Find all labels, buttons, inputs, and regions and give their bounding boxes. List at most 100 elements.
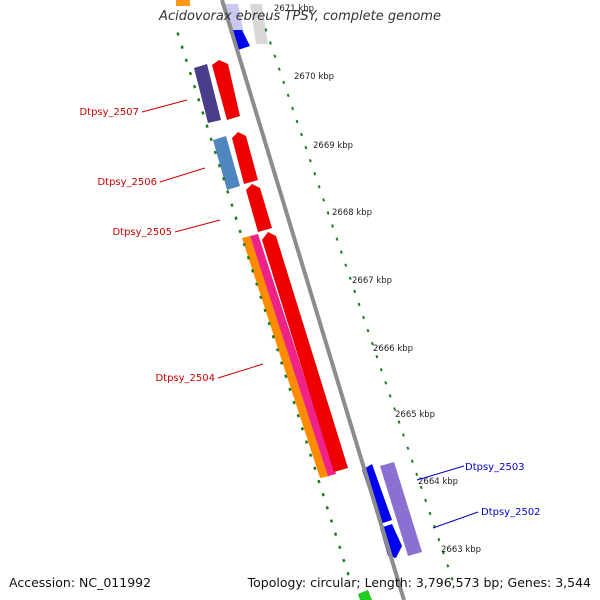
- minor-tick-28: [388, 394, 392, 398]
- leader-dtpsy-2502: [432, 511, 479, 529]
- major-tick-2: [184, 58, 188, 63]
- feature-layer: [176, 0, 422, 600]
- minor-tick-37: [428, 511, 432, 516]
- cds-partial-grey[interactable]: [250, 4, 268, 44]
- minor-tick-17: [339, 250, 343, 254]
- cds-dtpsy-2503[interactable]: [362, 464, 392, 524]
- minor-tick-9: [304, 145, 308, 150]
- major-tick-11: [222, 177, 226, 181]
- major-tick-13: [230, 203, 234, 207]
- major-tick-37: [329, 519, 334, 523]
- tick-label-2671: 2671 kbp: [274, 4, 314, 14]
- minor-tick-5: [286, 93, 290, 98]
- leader-dtpsy-2507: [141, 99, 188, 113]
- cds-dtpsy-2505[interactable]: [246, 184, 272, 232]
- minor-tick-14: [326, 211, 330, 215]
- gene-label-dtpsy-2502[interactable]: Dtpsy_2502: [481, 507, 541, 518]
- gene-label-dtpsy-2505[interactable]: Dtpsy_2505: [112, 227, 172, 238]
- gene-label-dtpsy-2503[interactable]: Dtpsy_2503: [465, 462, 525, 473]
- tick-label-2665: 2665 kbp: [395, 410, 435, 420]
- cds-2504-pink[interactable]: [250, 234, 336, 476]
- minor-tick-11: [313, 171, 317, 176]
- cds-2504-red[interactable]: [262, 232, 348, 472]
- leader-dtpsy-2506: [159, 167, 206, 183]
- cds-blue-top[interactable]: [230, 30, 250, 50]
- major-tick-21: [263, 308, 267, 313]
- cds-2506-neighbor[interactable]: [232, 132, 258, 184]
- genome-backbone: [220, 0, 406, 600]
- tick-label-2668: 2668 kbp: [332, 208, 372, 218]
- minor-tick-10: [308, 158, 312, 163]
- major-tick-17: [246, 255, 251, 260]
- genome-summary-text: Topology: circular; Length: 3,796,573 bp…: [247, 575, 591, 590]
- leader-dtpsy-2504: [217, 363, 264, 379]
- minor-tick-42: [450, 577, 454, 581]
- minor-tick-4: [282, 80, 286, 85]
- minor-tick-3: [277, 67, 281, 71]
- minor-tick-27: [384, 381, 388, 385]
- leader-dtpsy-2503: [416, 465, 465, 481]
- major-tick-35: [321, 492, 325, 497]
- major-tick-34: [317, 479, 321, 484]
- major-tick-33: [313, 466, 317, 471]
- major-tick-6: [201, 111, 205, 115]
- major-tick-29: [296, 413, 300, 418]
- cds-dtpsy-2507[interactable]: [194, 64, 221, 123]
- minor-tick-35: [419, 485, 423, 490]
- major-tick-24: [275, 348, 280, 352]
- major-tick-38: [333, 532, 338, 536]
- tick-label-2670: 2670 kbp: [294, 72, 334, 82]
- minor-tick-26: [379, 368, 383, 372]
- minor-tick-36: [424, 498, 428, 503]
- minor-tick-19: [348, 276, 352, 281]
- cds-2507-neighbor[interactable]: [212, 60, 240, 120]
- minor-tick-41: [446, 564, 450, 568]
- gene-label-dtpsy-2506[interactable]: Dtpsy_2506: [97, 177, 157, 188]
- minor-tick-23: [366, 328, 370, 333]
- major-tick-41: [346, 571, 350, 576]
- minor-tick-31: [402, 433, 405, 437]
- minor-ticks: [264, 28, 454, 581]
- major-tick-27: [288, 387, 292, 392]
- gene-label-dtpsy-2507[interactable]: Dtpsy_2507: [79, 107, 139, 118]
- tick-label-2666: 2666 kbp: [373, 344, 413, 354]
- major-tick-20: [259, 295, 263, 300]
- cds-dtpsy-2502[interactable]: [380, 462, 422, 556]
- minor-tick-18: [344, 263, 348, 267]
- cds-dtpsy-2506[interactable]: [213, 136, 240, 190]
- major-tick-1: [180, 45, 184, 49]
- major-tick-12: [226, 190, 230, 194]
- minor-tick-8: [300, 132, 303, 137]
- cds-partial-orange[interactable]: [176, 0, 190, 6]
- major-tick-4: [192, 84, 197, 89]
- major-tick-36: [325, 506, 329, 510]
- minor-tick-33: [410, 459, 414, 464]
- tick-label-2667: 2667 kbp: [352, 276, 392, 286]
- minor-tick-12: [317, 185, 321, 189]
- major-tick-7: [205, 124, 209, 128]
- minor-tick-34: [415, 472, 419, 477]
- gene-label-dtpsy-2504[interactable]: Dtpsy_2504: [155, 373, 215, 384]
- major-tick-22: [267, 321, 271, 326]
- minor-tick-32: [406, 446, 410, 450]
- tick-labels: 2671 kbp 2670 kbp 2669 kbp 2668 kbp 2667…: [274, 4, 481, 555]
- leader-lines: [141, 99, 479, 529]
- minor-tick-21: [357, 302, 361, 307]
- major-tick-28: [292, 400, 296, 405]
- major-tick-0: [176, 32, 180, 36]
- major-tick-40: [342, 558, 346, 563]
- minor-tick-24: [370, 341, 374, 346]
- major-tick-26: [284, 374, 288, 379]
- major-tick-10: [217, 163, 222, 168]
- minor-tick-20: [353, 289, 357, 294]
- minor-tick-39: [437, 537, 441, 542]
- minor-tick-1: [269, 41, 272, 45]
- cds-partial-green[interactable]: [358, 590, 372, 600]
- minor-tick-0: [264, 28, 268, 32]
- major-tick-16: [242, 242, 246, 247]
- minor-tick-6: [291, 106, 295, 111]
- cds-dtpsy-2504[interactable]: [242, 236, 330, 478]
- minor-tick-13: [322, 198, 326, 202]
- leader-dtpsy-2505: [174, 219, 221, 233]
